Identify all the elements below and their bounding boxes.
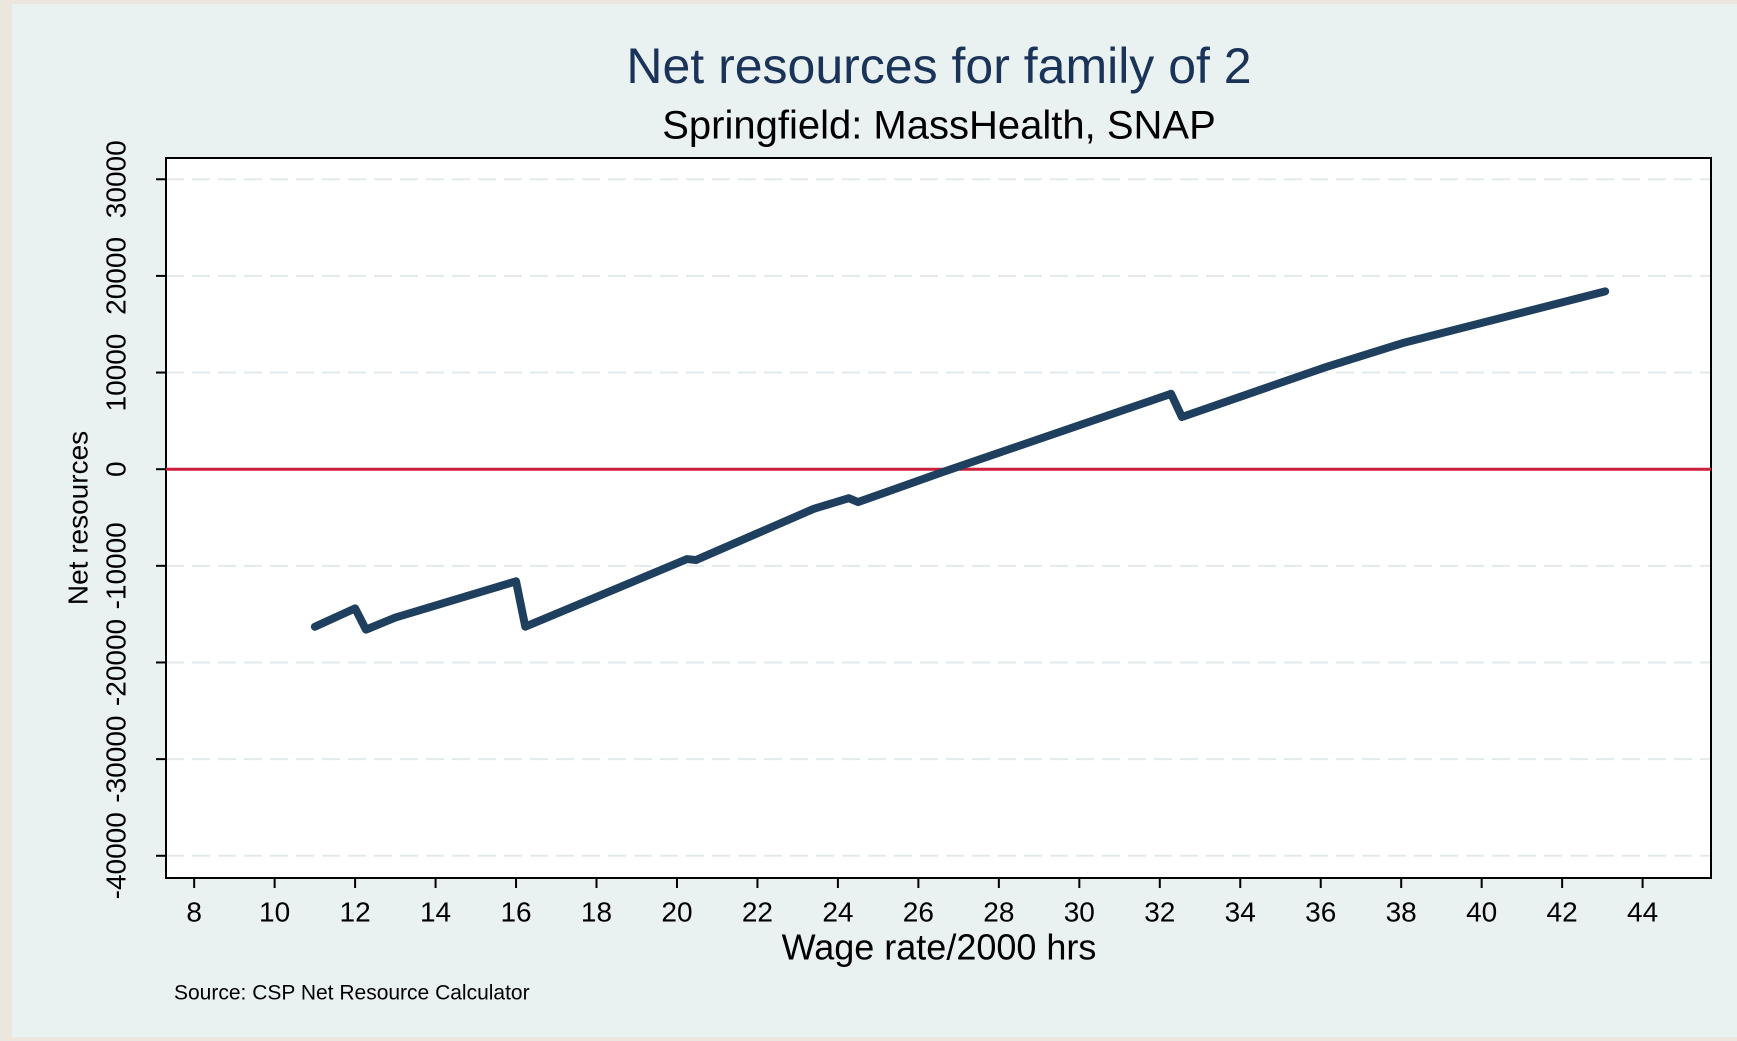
x-tick-label: 12: [340, 896, 371, 927]
x-tick-label: 24: [822, 896, 853, 927]
plot-border: [165, 157, 1712, 879]
y-axis-label: Net resources: [62, 431, 93, 605]
x-tick-label: 34: [1225, 896, 1256, 927]
y-tick-label: 20000: [100, 237, 131, 315]
x-tick-label: 20: [661, 896, 692, 927]
source-note: Source: CSP Net Resource Calculator: [174, 982, 530, 1005]
x-axis-label: Wage rate/2000 hrs: [782, 927, 1097, 968]
chart-subtitle: Springfield: MassHealth, SNAP: [662, 104, 1216, 148]
y-tick-label: -10000: [100, 522, 131, 609]
x-tick-label: 8: [186, 896, 202, 927]
data-line: [310, 287, 1610, 634]
x-tick-label: 30: [1064, 896, 1095, 927]
y-tick-label: -30000: [100, 716, 131, 803]
x-tick-label: 14: [420, 896, 451, 927]
x-tick-label: 32: [1144, 896, 1175, 927]
y-tick-label: -40000: [100, 812, 131, 899]
y-tick-label: 10000: [100, 334, 131, 412]
x-tick-label: 18: [581, 896, 612, 927]
x-tick-label: 40: [1466, 896, 1497, 927]
x-tick-label: 22: [742, 896, 773, 927]
x-tick-label: 38: [1386, 896, 1417, 927]
y-tick-label: 30000: [100, 140, 131, 218]
y-tick-label: -20000: [100, 619, 131, 706]
x-tick-label: 44: [1627, 896, 1658, 927]
x-tick-label: 36: [1305, 896, 1336, 927]
plot-region: [166, 158, 1711, 878]
x-tick-label: 10: [259, 896, 290, 927]
x-tick-label: 16: [500, 896, 531, 927]
x-tick-label: 26: [903, 896, 934, 927]
x-tick-label: 28: [983, 896, 1014, 927]
chart-title: Net resources for family of 2: [626, 38, 1251, 94]
y-tick-label: 0: [100, 461, 131, 477]
x-tick-label: 42: [1547, 896, 1578, 927]
